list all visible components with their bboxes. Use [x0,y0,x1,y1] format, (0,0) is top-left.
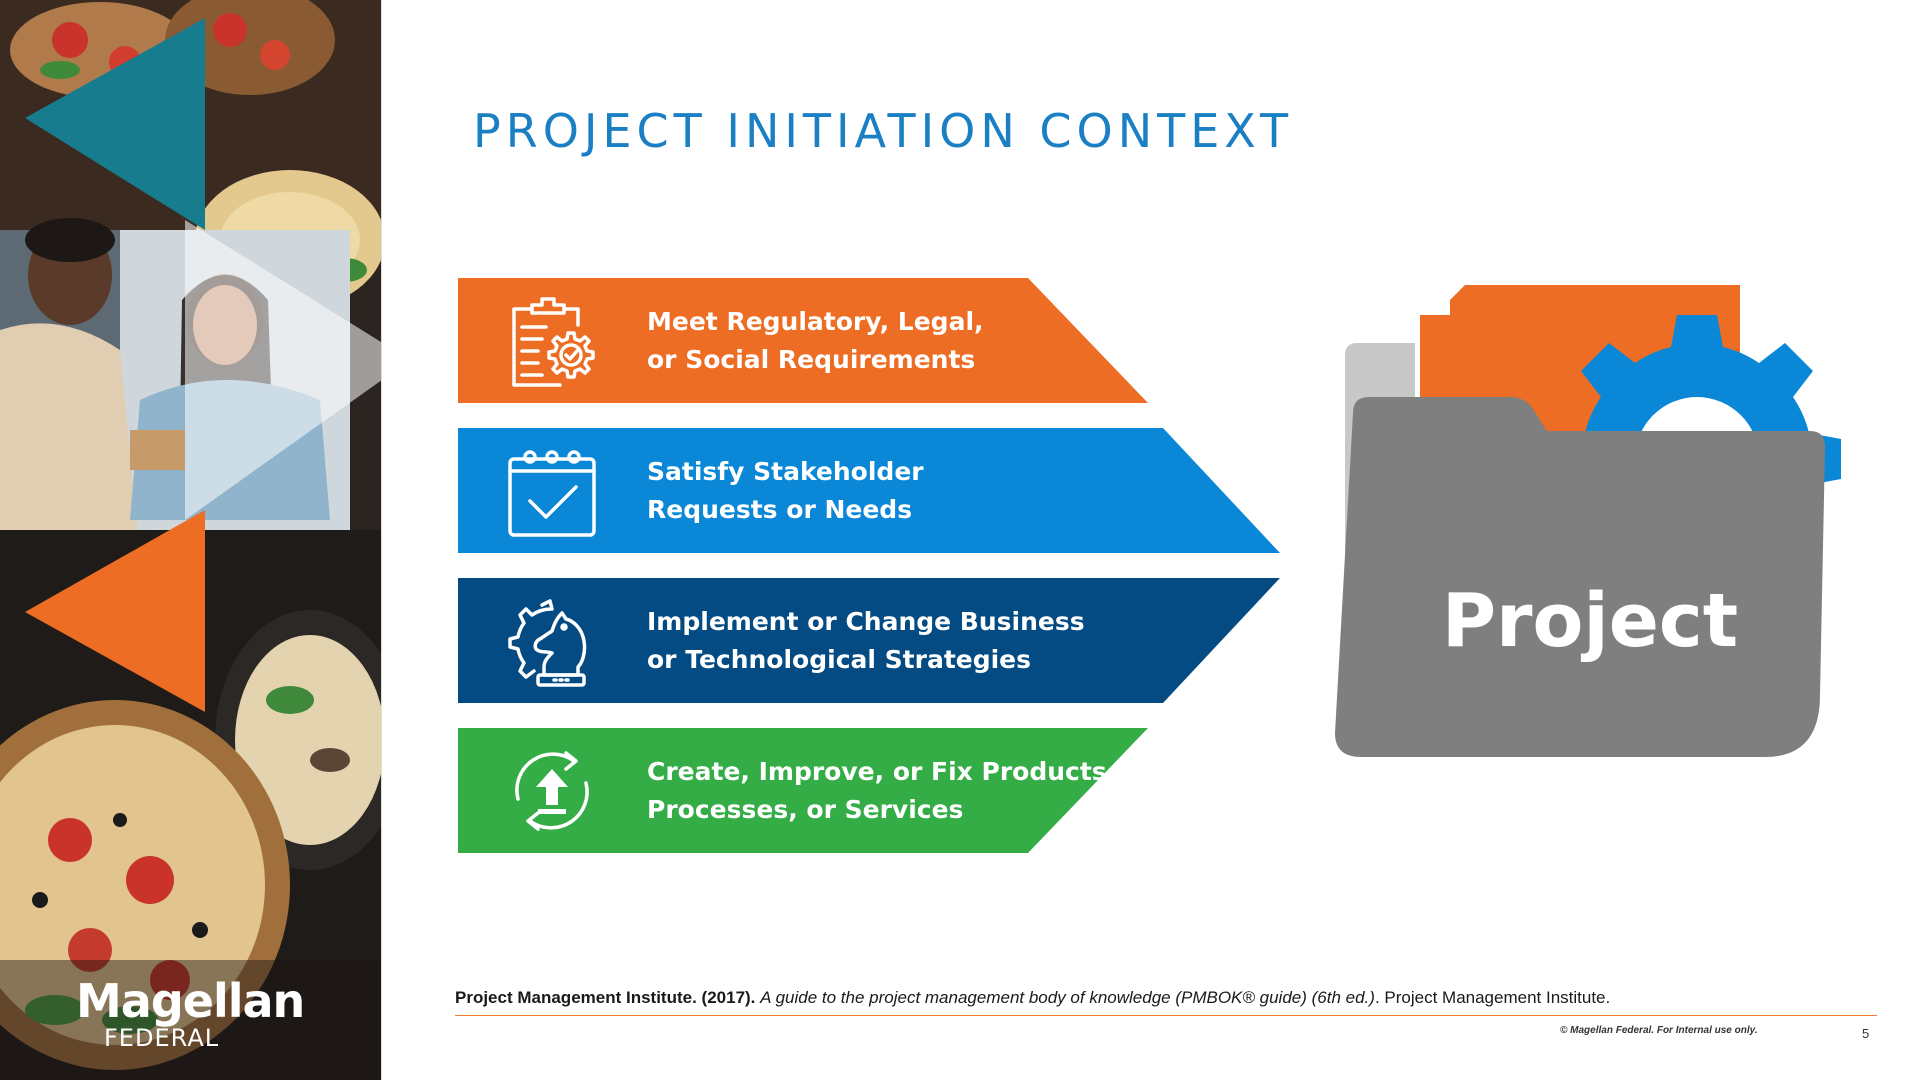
clipboard-gear-icon [512,297,595,387]
initiation-band-stakeholder: Satisfy Stakeholder Requests or Needs [458,428,1280,553]
orange-triangle-shape [25,510,205,712]
blue-arrow-shape [458,428,1280,553]
band-label: Satisfy Stakeholder Requests or Needs [647,428,924,553]
chess-knight-gear-icon [508,599,587,687]
magellan-federal-logo: Magellan FEDERAL [76,974,305,1052]
band-label: Meet Regulatory, Legal, or Social Requir… [647,278,984,403]
band-label-line-1: Implement or Change Business [647,606,1085,636]
citation-title: A guide to the project management body o… [760,988,1375,1007]
teal-triangle-shape [25,18,205,230]
citation-author: Project Management Institute. (2017). [455,988,756,1007]
calendar-check-icon [508,450,596,537]
logo-subtitle: FEDERAL [104,1024,220,1052]
logo-wordmark: Magellan [76,974,305,1028]
band-label: Implement or Change Business or Technolo… [647,578,1085,703]
photo-collage [0,0,382,1080]
band-label-line-2: or Technological Strategies [647,644,1032,674]
citation: Project Management Institute. (2017). A … [455,988,1610,1008]
slide-title: PROJECT INITIATION CONTEXT [473,104,1294,158]
band-label-line-2: Processes, or Services [647,794,964,824]
footer-divider [455,1015,1877,1016]
initiation-band-improve: Create, Improve, or Fix Products, Proces… [458,728,1148,853]
initiation-band-regulatory: Meet Regulatory, Legal, or Social Requir… [458,278,1148,403]
project-label: Project [1441,578,1739,664]
band-label-line-1: Satisfy Stakeholder [647,456,924,486]
photo-collage-strip: Magellan FEDERAL [0,0,382,1080]
band-label-line-1: Create, Improve, or Fix Products, [647,756,1117,786]
band-label-line-2: Requests or Needs [647,494,913,524]
band-label: Create, Improve, or Fix Products, Proces… [647,728,1116,853]
orange-arrow-shape [458,278,1148,403]
band-label-line-1: Meet Regulatory, Legal, [647,306,984,336]
band-label-line-2: or Social Requirements [647,344,976,374]
folder-gear-document-icon [1335,285,1841,757]
circular-arrows-upload-icon [515,751,589,831]
green-arrow-shape [458,728,1148,853]
navy-arrow-shape [458,578,1280,703]
page-number: 5 [1862,1026,1870,1041]
initiation-band-strategy: Implement or Change Business or Technolo… [458,578,1280,703]
white-triangle-shape [185,220,382,520]
copyright-notice: © Magellan Federal. For Internal use onl… [1560,1025,1758,1036]
citation-publisher: . Project Management Institute. [1374,988,1611,1007]
